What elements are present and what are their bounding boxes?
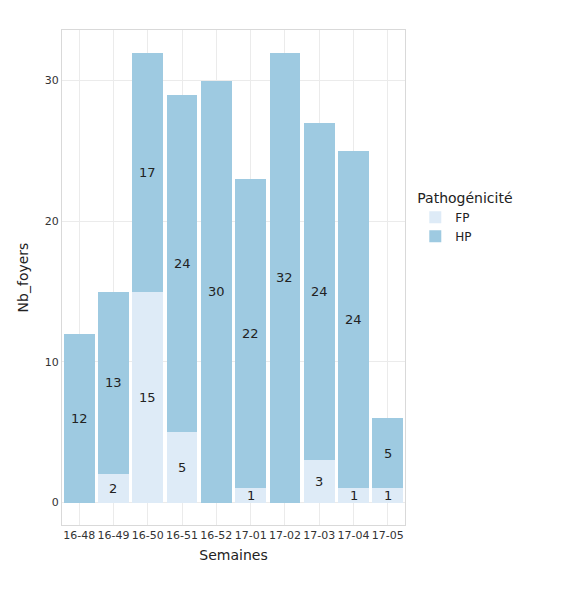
svg-text:3: 3 — [315, 474, 323, 489]
svg-text:FP: FP — [455, 211, 469, 225]
svg-text:20: 20 — [45, 215, 59, 228]
svg-text:17-05: 17-05 — [372, 529, 404, 542]
svg-text:1: 1 — [247, 488, 255, 503]
svg-text:24: 24 — [311, 284, 328, 299]
svg-text:12: 12 — [71, 411, 88, 426]
svg-text:16-51: 16-51 — [166, 529, 198, 542]
svg-text:17: 17 — [139, 165, 156, 180]
svg-text:Pathogénicité: Pathogénicité — [417, 190, 512, 206]
svg-text:HP: HP — [455, 230, 471, 244]
svg-text:Semaines: Semaines — [199, 547, 267, 563]
svg-text:32: 32 — [276, 270, 293, 285]
svg-text:16-48: 16-48 — [63, 529, 95, 542]
svg-text:16-50: 16-50 — [132, 529, 164, 542]
svg-text:Nb_foyers: Nb_foyers — [15, 243, 31, 313]
svg-text:17-03: 17-03 — [303, 529, 335, 542]
svg-text:30: 30 — [208, 284, 225, 299]
svg-text:10: 10 — [45, 356, 59, 369]
svg-text:17-02: 17-02 — [269, 529, 301, 542]
svg-text:24: 24 — [345, 312, 362, 327]
svg-text:15: 15 — [139, 390, 156, 405]
svg-text:2: 2 — [109, 481, 117, 496]
svg-text:1: 1 — [384, 488, 392, 503]
svg-text:5: 5 — [384, 446, 392, 461]
svg-text:1: 1 — [350, 488, 358, 503]
svg-text:0: 0 — [52, 496, 59, 509]
svg-text:16-49: 16-49 — [97, 529, 129, 542]
svg-text:17-01: 17-01 — [235, 529, 267, 542]
svg-text:17-04: 17-04 — [338, 529, 370, 542]
svg-text:30: 30 — [45, 74, 59, 87]
svg-text:16-52: 16-52 — [200, 529, 232, 542]
svg-text:13: 13 — [105, 375, 122, 390]
svg-text:22: 22 — [242, 326, 259, 341]
svg-text:24: 24 — [174, 256, 191, 271]
svg-text:5: 5 — [178, 460, 186, 475]
